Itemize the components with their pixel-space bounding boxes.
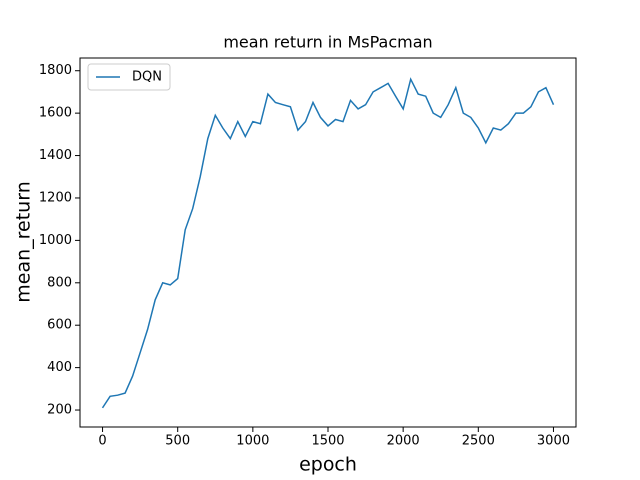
x-tick-label: 1500 bbox=[311, 434, 344, 449]
x-tick-label: 500 bbox=[165, 434, 190, 449]
chart-title: mean return in MsPacman bbox=[223, 33, 432, 52]
legend-label: DQN bbox=[132, 70, 162, 85]
x-tick-label: 0 bbox=[98, 434, 106, 449]
legend-box bbox=[87, 63, 171, 91]
y-tick-label: 1000 bbox=[39, 233, 72, 248]
plot-frame bbox=[79, 57, 577, 428]
y-axis-label: mean_return bbox=[13, 181, 35, 302]
y-tick-label: 200 bbox=[47, 403, 72, 418]
y-tick-label: 1600 bbox=[39, 106, 72, 121]
y-tick-label: 1200 bbox=[39, 190, 72, 205]
x-tick-label: 2000 bbox=[387, 434, 420, 449]
y-tick-label: 1800 bbox=[39, 63, 72, 78]
y-tick-label: 400 bbox=[47, 360, 72, 375]
x-tick-label: 2500 bbox=[462, 434, 495, 449]
data-line bbox=[101, 77, 555, 409]
x-tick-label: 1000 bbox=[236, 434, 269, 449]
x-axis-label: epoch bbox=[299, 454, 357, 476]
y-tick-label: 1400 bbox=[39, 148, 72, 163]
y-tick-label: 600 bbox=[47, 318, 72, 333]
x-tick-label: 3000 bbox=[537, 434, 570, 449]
y-tick-label: 800 bbox=[47, 275, 72, 290]
